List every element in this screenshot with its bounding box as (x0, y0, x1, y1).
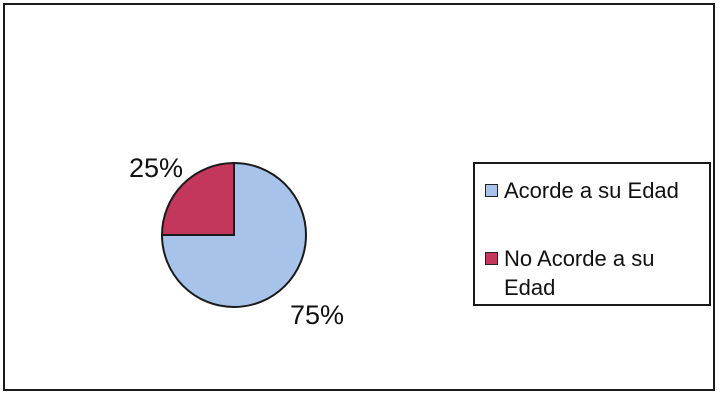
legend-label-no-acorde: No Acorde a su Edad (504, 246, 655, 300)
legend: Acorde a su Edad No Acorde a su Edad (473, 162, 711, 306)
legend-item-no-acorde: No Acorde a su Edad (485, 244, 705, 302)
data-label-acorde: 75% (290, 300, 344, 330)
legend-label-acorde: Acorde a su Edad (504, 178, 679, 203)
legend-swatch-acorde (485, 184, 498, 197)
pie-slice-no-acorde (160, 161, 235, 236)
legend-item-acorde: Acorde a su Edad (485, 176, 679, 205)
legend-swatch-no-acorde (485, 252, 498, 265)
data-label-no-acorde: 25% (129, 153, 183, 183)
pie-slices (160, 161, 307, 308)
